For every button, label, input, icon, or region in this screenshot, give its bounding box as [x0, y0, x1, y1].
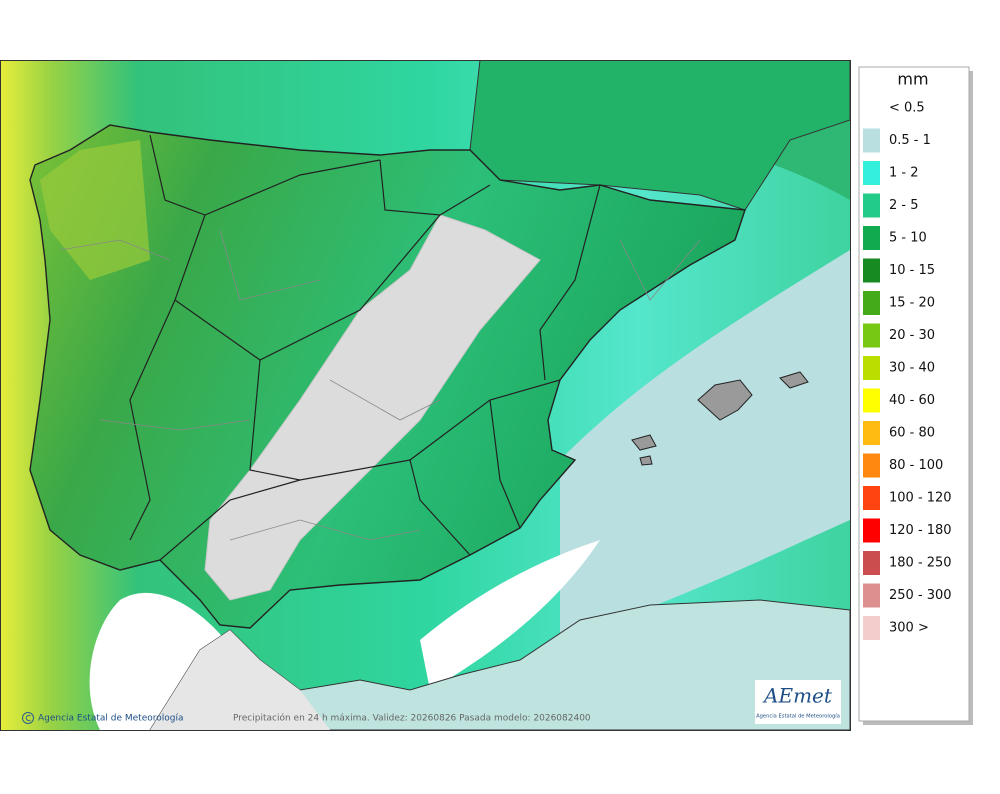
mallorca	[697, 379, 753, 421]
logo-box	[755, 680, 841, 724]
legend-swatch	[863, 96, 880, 120]
legend-label: 1 - 2	[889, 166, 919, 181]
legend-label: 20 - 30	[889, 328, 935, 343]
copyright-icon	[22, 712, 34, 724]
legend-label: 180 - 250	[889, 556, 952, 571]
legend-swatch	[863, 583, 880, 608]
legend-swatch	[863, 161, 880, 185]
africa-dry	[150, 630, 330, 730]
legend-label: 300 >	[889, 621, 929, 636]
legend-label: 15 - 20	[889, 296, 935, 311]
legend-swatch	[863, 226, 880, 250]
wet-zone	[40, 140, 150, 280]
legend-swatch	[863, 421, 880, 445]
province-borders	[59, 229, 701, 541]
sea-light	[560, 250, 850, 640]
legend-swatch	[863, 616, 880, 640]
credit: Agencia Estatal de Meteorología	[38, 714, 184, 724]
legend-swatch	[863, 551, 880, 575]
legend-label: 100 - 120	[889, 491, 952, 506]
map-frame	[0, 60, 851, 731]
legend-swatch	[863, 453, 880, 478]
legend-items: < 0.5 0.5 - 1 1 - 2 2 - 5 5 - 10 10 - 15 15 - …	[863, 96, 952, 640]
region-borders	[129, 134, 601, 561]
menorca	[779, 371, 809, 389]
legend-swatch	[863, 193, 880, 218]
legend-swatch	[863, 128, 880, 153]
caption: Precipitación en 24 h máxima. Validez: 2…	[233, 713, 591, 724]
legend-swatch	[863, 291, 880, 315]
ibiza	[631, 434, 657, 451]
legend-label: 60 - 80	[889, 426, 935, 441]
legend-label: 30 - 40	[889, 361, 935, 376]
logo-subtitle: Agencia Estatal de Meteorología	[756, 713, 840, 720]
formentera	[639, 455, 653, 466]
copyright-icon	[25, 714, 31, 722]
legend-swatch	[863, 388, 880, 413]
dry-zone	[204, 214, 541, 601]
legend-label: 2 - 5	[889, 198, 919, 213]
legend-label: 10 - 15	[889, 263, 935, 278]
legend-label: 5 - 10	[889, 231, 927, 246]
legend-swatch	[863, 518, 880, 543]
legend-swatch	[863, 323, 880, 348]
legend-label: 250 - 300	[889, 588, 952, 603]
map: Agencia Estatal de Meteorología Precipit…	[0, 60, 850, 730]
legend-title: mm	[897, 70, 928, 89]
legend-swatch	[863, 486, 880, 510]
legend-label: < 0.5	[889, 101, 925, 116]
legend-swatch	[863, 356, 880, 380]
legend-swatch	[863, 258, 880, 283]
legend-label: 40 - 60	[889, 393, 935, 408]
legend-label: 120 - 180	[889, 523, 952, 538]
sea-dry	[420, 540, 600, 690]
legend-label: 80 - 100	[889, 458, 943, 473]
legend-label: 0.5 - 1	[889, 133, 931, 148]
logo: AEmet	[762, 684, 833, 708]
